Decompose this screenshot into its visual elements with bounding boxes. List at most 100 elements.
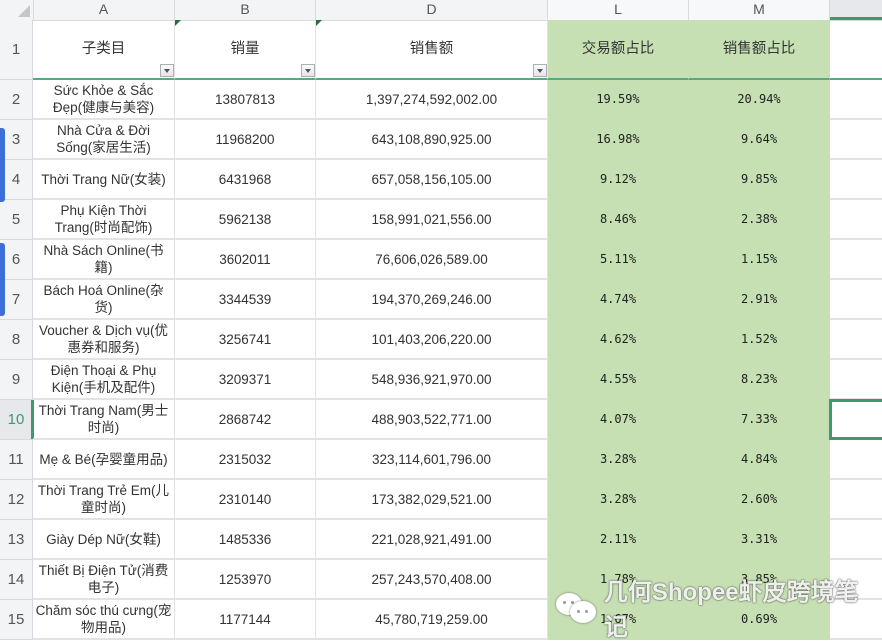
cell-revenue-share[interactable]: 9.64% (689, 120, 830, 160)
cell-trade-share[interactable]: 2.11% (548, 520, 689, 560)
comment-indicator-icon[interactable] (175, 20, 181, 26)
cell-category[interactable]: Mẹ & Bé(孕婴童用品) (33, 440, 175, 480)
cell-revenue-share[interactable]: 20.94% (689, 80, 830, 120)
header-cell-revenue[interactable]: 销售额 (316, 20, 548, 80)
filter-dropdown-icon[interactable] (160, 64, 174, 77)
empty-cell[interactable] (830, 120, 882, 160)
cell-category[interactable]: Bách Hoá Online(杂货) (33, 280, 175, 320)
cell-sales[interactable]: 3602011 (175, 240, 316, 280)
cell-trade-share[interactable]: 3.28% (548, 440, 689, 480)
empty-cell[interactable] (830, 160, 882, 200)
cell-sales[interactable]: 6431968 (175, 160, 316, 200)
cell-revenue[interactable]: 323,114,601,796.00 (316, 440, 548, 480)
cell-sales[interactable]: 11968200 (175, 120, 316, 160)
cell-trade-share[interactable]: 4.74% (548, 280, 689, 320)
empty-cell[interactable] (830, 440, 882, 480)
cell-category[interactable]: Giày Dép Nữ(女鞋) (33, 520, 175, 560)
column-header-b[interactable]: B (175, 0, 316, 20)
cell-category[interactable]: Thời Trang Nữ(女装) (33, 160, 175, 200)
cell-revenue-share[interactable]: 2.91% (689, 280, 830, 320)
active-cell-selection[interactable] (829, 399, 882, 440)
cell-trade-share[interactable]: 1.67% (548, 600, 689, 640)
cell-trade-share[interactable]: 19.59% (548, 80, 689, 120)
cell-revenue[interactable]: 194,370,269,246.00 (316, 280, 548, 320)
column-header-m[interactable]: M (689, 0, 830, 20)
cell-category[interactable]: Điện Thoại & Phụ Kiện(手机及配件) (33, 360, 175, 400)
column-header-a[interactable]: A (33, 0, 175, 20)
cell-revenue[interactable]: 158,991,021,556.00 (316, 200, 548, 240)
column-header-l[interactable]: L (548, 0, 689, 20)
cell-sales[interactable]: 2315032 (175, 440, 316, 480)
cell-revenue-share[interactable]: 3.85% (689, 560, 830, 600)
row-header-2[interactable]: 2 (0, 80, 33, 120)
column-header-d[interactable]: D (316, 0, 548, 20)
filter-dropdown-icon[interactable] (301, 64, 315, 77)
row-header-9[interactable]: 9 (0, 360, 33, 400)
header-cell-revenue-share[interactable]: 销售额占比 (689, 20, 830, 80)
cell-sales[interactable]: 3209371 (175, 360, 316, 400)
cell-sales[interactable]: 3344539 (175, 280, 316, 320)
cell-revenue-share[interactable]: 7.33% (689, 400, 830, 440)
column-header-n[interactable] (830, 0, 882, 20)
cell-sales[interactable]: 2868742 (175, 400, 316, 440)
group-outline-bar[interactable] (0, 243, 5, 316)
empty-cell[interactable] (830, 600, 882, 640)
cell-category[interactable]: Nhà Sách Online(书籍) (33, 240, 175, 280)
comment-indicator-icon[interactable] (316, 20, 322, 26)
group-outline-bar[interactable] (0, 128, 5, 202)
cell-category[interactable]: Thiết Bị Điện Tử(消费电子) (33, 560, 175, 600)
header-cell-category[interactable]: 子类目 (33, 20, 175, 80)
row-header-15[interactable]: 15 (0, 600, 33, 640)
cell-revenue-share[interactable]: 3.31% (689, 520, 830, 560)
cell-category[interactable]: Chăm sóc thú cưng(宠物用品) (33, 600, 175, 640)
cell-category[interactable]: Nhà Cửa & Đời Sống(家居生活) (33, 120, 175, 160)
cell-revenue[interactable]: 101,403,206,220.00 (316, 320, 548, 360)
cell-sales[interactable]: 1485336 (175, 520, 316, 560)
cell-revenue[interactable]: 173,382,029,521.00 (316, 480, 548, 520)
cell-sales[interactable]: 1253970 (175, 560, 316, 600)
cell-revenue[interactable]: 257,243,570,408.00 (316, 560, 548, 600)
cell-revenue-share[interactable]: 8.23% (689, 360, 830, 400)
cell-sales[interactable]: 5962138 (175, 200, 316, 240)
cell-revenue[interactable]: 45,780,719,259.00 (316, 600, 548, 640)
empty-cell[interactable] (830, 200, 882, 240)
cell-category[interactable]: Sức Khỏe & Sắc Đẹp(健康与美容) (33, 80, 175, 120)
cell-trade-share[interactable]: 16.98% (548, 120, 689, 160)
empty-cell[interactable] (830, 320, 882, 360)
cell-trade-share[interactable]: 3.28% (548, 480, 689, 520)
row-header-14[interactable]: 14 (0, 560, 33, 600)
cell-revenue[interactable]: 1,397,274,592,002.00 (316, 80, 548, 120)
row-header-3[interactable]: 3 (0, 120, 33, 160)
cell-revenue[interactable]: 643,108,890,925.00 (316, 120, 548, 160)
cell-revenue-share[interactable]: 1.52% (689, 320, 830, 360)
cell-trade-share[interactable]: 8.46% (548, 200, 689, 240)
empty-cell[interactable] (830, 560, 882, 600)
cell-trade-share[interactable]: 1.78% (548, 560, 689, 600)
cell-revenue[interactable]: 221,028,921,491.00 (316, 520, 548, 560)
header-cell-trade-share[interactable]: 交易额占比 (548, 20, 689, 80)
empty-cell[interactable] (830, 80, 882, 120)
cell-sales[interactable]: 1177144 (175, 600, 316, 640)
cell-sales[interactable]: 2310140 (175, 480, 316, 520)
cell-revenue-share[interactable]: 4.84% (689, 440, 830, 480)
cell-revenue[interactable]: 488,903,522,771.00 (316, 400, 548, 440)
cell-trade-share[interactable]: 4.55% (548, 360, 689, 400)
row-header-13[interactable]: 13 (0, 520, 33, 560)
row-header-8[interactable]: 8 (0, 320, 33, 360)
cell-trade-share[interactable]: 4.07% (548, 400, 689, 440)
cell-trade-share[interactable]: 9.12% (548, 160, 689, 200)
header-cell-sales[interactable]: 销量 (175, 20, 316, 80)
empty-cell[interactable] (830, 360, 882, 400)
select-all-corner[interactable] (0, 0, 34, 20)
cell-revenue-share[interactable]: 9.85% (689, 160, 830, 200)
cell-category[interactable]: Thời Trang Trẻ Em(儿童时尚) (33, 480, 175, 520)
cell-category[interactable]: Phụ Kiện Thời Trang(时尚配饰) (33, 200, 175, 240)
row-header-1[interactable]: 1 (0, 20, 33, 80)
filter-dropdown-icon[interactable] (533, 64, 547, 77)
cell-revenue[interactable]: 76,606,026,589.00 (316, 240, 548, 280)
cell-sales[interactable]: 3256741 (175, 320, 316, 360)
empty-cell[interactable] (830, 520, 882, 560)
cell-revenue-share[interactable]: 2.60% (689, 480, 830, 520)
cell-revenue[interactable]: 657,058,156,105.00 (316, 160, 548, 200)
row-header-6[interactable]: 6 (0, 240, 33, 280)
